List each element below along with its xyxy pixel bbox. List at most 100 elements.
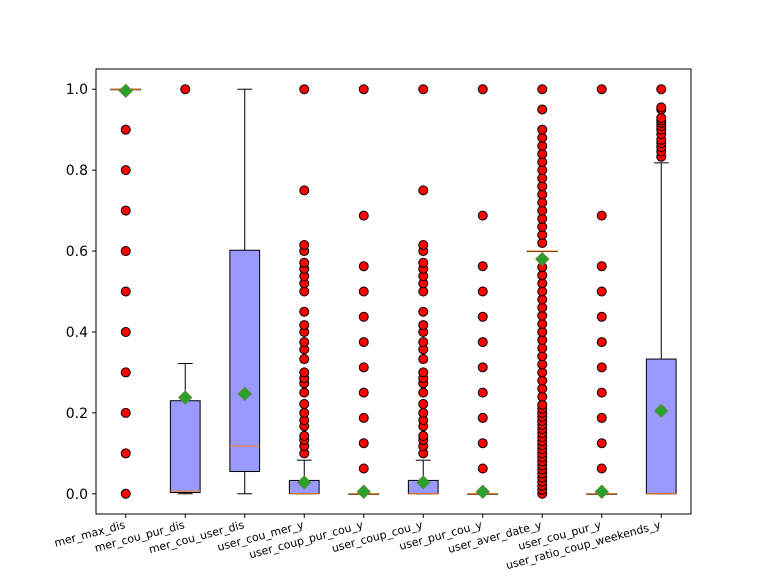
outlier-point: [596, 438, 607, 449]
box-group-mer_max_dis: [110, 83, 142, 499]
outlier-point: [477, 337, 488, 348]
outlier-point: [418, 407, 429, 418]
outlier-point: [477, 286, 488, 297]
outlier-point: [596, 84, 607, 95]
outlier-point: [120, 407, 131, 418]
outlier-point: [120, 326, 131, 337]
box: [169, 400, 201, 494]
outlier-point: [358, 438, 369, 449]
outlier-point: [477, 438, 488, 449]
outlier-point: [299, 430, 310, 441]
y-tick-label: 0.8: [66, 163, 88, 179]
box-group-user_cou_mer_y: [288, 84, 320, 495]
outlier-point: [477, 210, 488, 221]
outlier-point: [120, 286, 131, 297]
outlier-point: [418, 185, 429, 196]
outlier-point: [656, 102, 667, 113]
outlier-point: [358, 210, 369, 221]
outlier-point: [596, 311, 607, 322]
outlier-point: [418, 367, 429, 378]
outlier-point: [299, 367, 310, 378]
mean-marker: [237, 386, 252, 402]
outlier-point: [299, 337, 310, 348]
box-group-user_coup_cou_y: [407, 84, 439, 495]
box-group-user_pur_cou_y: [467, 84, 499, 499]
mean-marker: [416, 475, 431, 490]
outlier-point: [358, 412, 369, 423]
outlier-point: [656, 112, 667, 123]
outlier-point: [299, 185, 310, 196]
y-tick-label: 0.2: [66, 406, 88, 422]
y-axis: 0.0 0.2 0.4 0.6 0.8 1.0: [66, 82, 96, 503]
outlier-point: [477, 311, 488, 322]
box-group-mer_cou_pur_dis: [169, 84, 201, 495]
y-tick-label: 0.4: [66, 325, 88, 341]
axes-frame: [95, 68, 692, 515]
outlier-point: [477, 261, 488, 272]
mean-marker: [178, 390, 193, 405]
outlier-point: [120, 488, 131, 499]
outlier-point: [358, 311, 369, 322]
mean-marker: [594, 484, 609, 499]
outlier-point: [537, 124, 548, 135]
box-group-mer_cou_user_dis: [229, 88, 261, 495]
mean-marker: [356, 484, 371, 499]
outlier-point: [537, 84, 548, 95]
outlier-point: [596, 463, 607, 474]
outlier-point: [358, 362, 369, 373]
box-group-user_coup_pur_cou_y: [348, 84, 380, 499]
box-group-user_aver_date_y: [526, 84, 558, 499]
outlier-point: [299, 354, 310, 365]
y-tick-label: 0.6: [66, 244, 88, 260]
outlier-point: [418, 84, 429, 95]
outlier-point: [358, 463, 369, 474]
box: [645, 358, 677, 495]
outlier-point: [477, 463, 488, 474]
mean-marker: [654, 403, 669, 419]
outlier-point: [120, 205, 131, 216]
mean-marker: [475, 484, 490, 499]
outlier-point: [418, 320, 429, 331]
outlier-point: [299, 320, 310, 331]
outlier-point: [120, 367, 131, 378]
outlier-point: [477, 84, 488, 95]
mean-marker: [297, 475, 312, 490]
outlier-point: [358, 387, 369, 398]
outlier-point: [358, 261, 369, 272]
outlier-point: [418, 239, 429, 250]
outlier-point: [358, 286, 369, 297]
outlier-point: [299, 387, 310, 398]
outlier-point: [299, 398, 310, 409]
mean-marker: [118, 83, 133, 99]
outlier-point: [477, 362, 488, 373]
outlier-point: [180, 84, 191, 95]
outlier-point: [299, 257, 310, 268]
outlier-point: [120, 448, 131, 459]
outlier-point: [596, 362, 607, 373]
outlier-point: [418, 306, 429, 317]
outlier-point: [596, 337, 607, 348]
outlier-point: [596, 210, 607, 221]
box-group-user_ratio_coup_weekends_y: [645, 84, 677, 495]
outlier-point: [656, 84, 667, 95]
outlier-point: [477, 412, 488, 423]
y-tick-label: 0.0: [66, 487, 88, 503]
outlier-point: [418, 398, 429, 409]
outlier-point: [358, 337, 369, 348]
outlier-point: [120, 165, 131, 176]
box: [229, 249, 261, 473]
outlier-point: [299, 239, 310, 250]
outlier-point: [596, 387, 607, 398]
outlier-point: [299, 407, 310, 418]
outlier-point: [120, 124, 131, 135]
outlier-point: [537, 104, 548, 115]
outlier-point: [596, 412, 607, 423]
outlier-point: [477, 387, 488, 398]
outlier-point: [418, 257, 429, 268]
outlier-point: [418, 430, 429, 441]
outlier-point: [418, 387, 429, 398]
outlier-point: [299, 84, 310, 95]
outlier-point: [418, 337, 429, 348]
outlier-point: [358, 84, 369, 95]
